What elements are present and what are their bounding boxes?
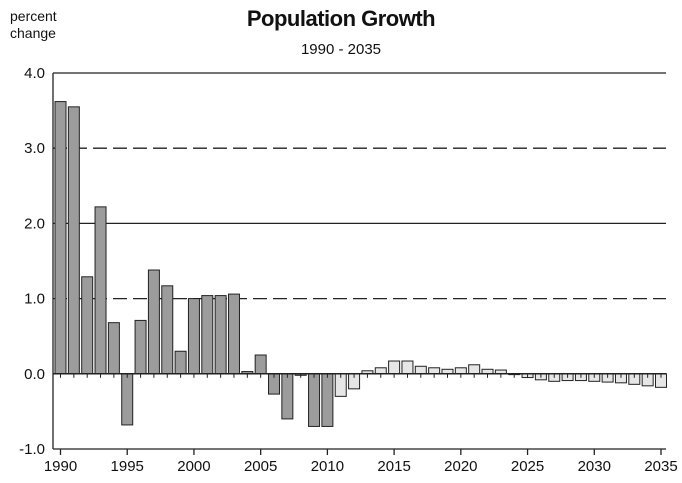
- bar-2002: [214, 295, 227, 375]
- bar-2018: [428, 367, 441, 375]
- y-tick-label: 2.0: [24, 215, 45, 232]
- bar-1995: [121, 373, 134, 426]
- y-tick-label: 0.0: [24, 366, 45, 383]
- y-tick-label: 3.0: [24, 140, 45, 157]
- bar-2015: [388, 360, 401, 375]
- bar-1996: [134, 319, 147, 375]
- bar-1992: [81, 276, 94, 375]
- y-axis-label: percent change: [10, 8, 57, 41]
- bar-2021: [468, 364, 481, 375]
- x-tick-label: 1990: [44, 458, 77, 475]
- bar-1997: [147, 269, 160, 375]
- x-tick-label: 2035: [644, 458, 677, 475]
- x-tick-label: 2005: [244, 458, 277, 475]
- bar-2010: [321, 373, 334, 427]
- bar-2016: [401, 360, 414, 375]
- bar-1991: [67, 106, 80, 375]
- bar-2020: [454, 367, 467, 375]
- y-tick-label: -1.0: [19, 441, 45, 458]
- x-tick-label: 1995: [111, 458, 144, 475]
- x-tick-label: 2015: [377, 458, 410, 475]
- bar-2009: [308, 373, 321, 427]
- bar-2005: [254, 354, 267, 375]
- bar-2003: [227, 293, 240, 375]
- bar-1990: [54, 101, 67, 375]
- bar-2007: [281, 373, 294, 420]
- y-tick-label: 4.0: [24, 65, 45, 82]
- chart-subtitle: 1990 - 2035: [300, 41, 382, 58]
- bar-2001: [201, 295, 214, 375]
- bar-1999: [174, 350, 187, 375]
- bar-1993: [94, 206, 107, 375]
- bar-2014: [374, 367, 387, 375]
- x-tick-label: 2025: [511, 458, 544, 475]
- x-tick-label: 2010: [311, 458, 344, 475]
- x-tick-label: 2000: [177, 458, 210, 475]
- bar-1998: [161, 285, 174, 375]
- bar-2000: [187, 298, 200, 375]
- bar-2017: [414, 365, 427, 375]
- x-tick-label: 2030: [578, 458, 611, 475]
- bar-1994: [107, 322, 120, 375]
- chart-title: Population Growth: [246, 6, 436, 31]
- x-tick-label: 2020: [444, 458, 477, 475]
- y-tick-label: 1.0: [24, 291, 45, 308]
